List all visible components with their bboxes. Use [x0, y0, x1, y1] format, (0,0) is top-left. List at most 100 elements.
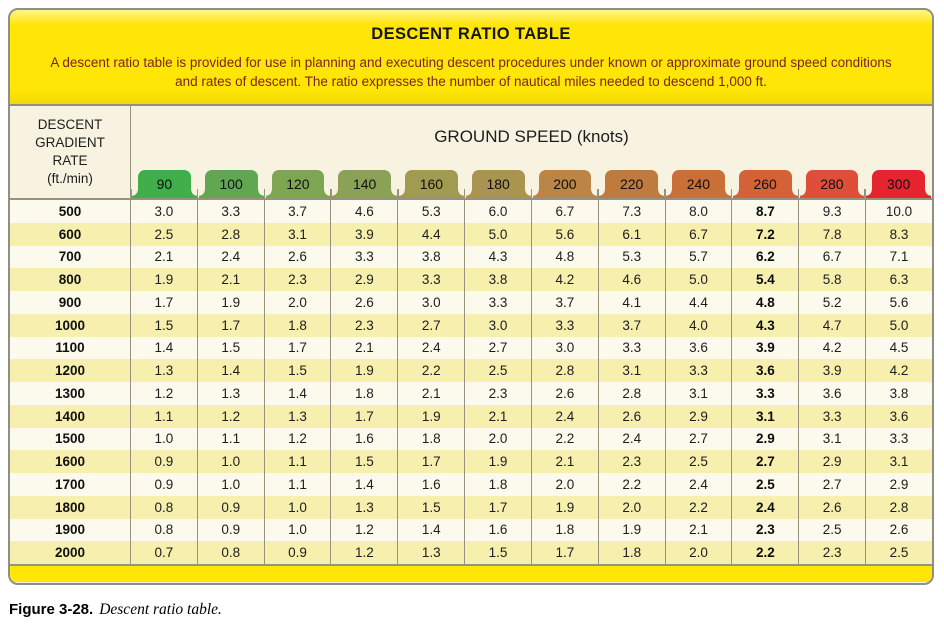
ratio-cell: 1.3: [263, 404, 331, 428]
table-row: 700 2.1 2.4 2.6 3.3 3.8 4.3 4.8 5.3 5.7 6.2 6.7 7.1: [10, 245, 932, 269]
speed-column: 300: [864, 168, 932, 198]
ratio-cell: 2.4: [597, 427, 665, 451]
descent-rate-cell: 1500: [10, 427, 131, 451]
ratio-cell: 1.8: [263, 313, 331, 337]
ratio-cell: 2.8: [865, 495, 932, 519]
ratio-cell: 0.8: [196, 541, 264, 564]
ratio-cell: 2.9: [731, 427, 798, 451]
speed-column: 280: [797, 168, 866, 198]
figure-header-banner: DESCENT RATIO TABLE A descent ratio tabl…: [10, 10, 932, 106]
table-row: 1100 1.4 1.5 1.7 2.1 2.4 2.7 3.0 3.3 3.6 3.9 4.2 4.5: [10, 336, 932, 360]
ratio-cell: 3.6: [798, 382, 865, 405]
ratio-cell: 2.4: [196, 245, 264, 269]
ratio-cell: 1.9: [196, 291, 264, 314]
ratio-cell: 1.7: [263, 336, 331, 360]
ratio-cell: 6.7: [530, 200, 598, 223]
ratio-cell: 2.3: [798, 541, 865, 564]
figure-caption-label: Figure 3-28.: [9, 601, 94, 618]
ratio-cell: 2.3: [597, 450, 665, 473]
descent-rate-cell: 2000: [10, 541, 131, 564]
row-axis-header: DESCENT GRADIENT RATE (ft./min): [10, 106, 131, 198]
ratio-cell: 2.5: [865, 541, 932, 564]
ratio-cell: 1.2: [330, 541, 397, 564]
ratio-cell: 3.9: [798, 359, 865, 382]
speed-tab: 300: [866, 170, 931, 198]
ratio-cell: 2.2: [397, 359, 464, 382]
ratio-cell: 2.7: [731, 450, 798, 473]
ratio-cell: 3.9: [731, 336, 798, 360]
ratio-cell: 3.1: [798, 427, 865, 451]
ratio-cell: 3.9: [330, 222, 397, 246]
ratio-cell: 2.6: [597, 404, 665, 428]
ratio-cell: 3.3: [597, 336, 665, 360]
ratio-cell: 1.1: [196, 427, 264, 451]
speed-tab: 100: [198, 170, 264, 198]
descent-ratio-figure: DESCENT RATIO TABLE A descent ratio tabl…: [8, 8, 934, 585]
ratio-cell: 2.1: [464, 404, 531, 428]
speed-tab: 220: [599, 170, 664, 198]
ratio-cell: 2.2: [664, 495, 732, 519]
speed-tab: 260: [732, 170, 798, 198]
ratio-cell: 2.2: [530, 427, 598, 451]
figure-caption-text: Descent ratio table.: [99, 601, 222, 618]
table-row: 1800 0.8 0.9 1.0 1.3 1.5 1.7 1.9 2.0 2.2 2.4 2.6 2.8: [10, 495, 932, 519]
ratio-cell: 3.1: [597, 359, 665, 382]
ratio-cell: 1.8: [530, 518, 598, 542]
ratio-cell: 1.2: [263, 427, 331, 451]
ratio-cell: 1.2: [330, 518, 397, 542]
ratio-cell: 3.3: [664, 359, 732, 382]
ratio-cell: 5.7: [664, 245, 732, 269]
figure-title: DESCENT RATIO TABLE: [371, 25, 571, 43]
descent-rate-cell: 1300: [10, 382, 131, 405]
ratio-cell: 1.6: [330, 427, 397, 451]
ratio-cell: 4.3: [464, 245, 531, 269]
figure-caption: Figure 3-28. Descent ratio table.: [9, 601, 222, 619]
ratio-cell: 1.2: [154, 385, 174, 401]
ratio-cell: 3.0: [397, 291, 464, 314]
ratio-cell: 0.8: [154, 522, 174, 538]
ratio-cell: 5.0: [464, 222, 531, 246]
ratio-cell: 4.2: [798, 336, 865, 360]
ratio-cell: 3.1: [731, 404, 798, 428]
ratio-cell: 2.7: [464, 336, 531, 360]
ratio-cell: 2.0: [464, 427, 531, 451]
ratio-cell: 1.7: [154, 294, 174, 310]
speed-column: 180: [463, 168, 532, 198]
ratio-cell: 3.0: [154, 203, 174, 219]
speed-tabs-row: 90 100 120 140 160 180 200 220 240 260 280 300: [130, 168, 932, 198]
ratio-cell: 6.1: [597, 222, 665, 246]
table-row: 1500 1.0 1.1 1.2 1.6 1.8 2.0 2.2 2.4 2.7 2.9 3.1 3.3: [10, 427, 932, 451]
ratio-cell: 1.9: [397, 404, 464, 428]
ratio-cell: 5.0: [664, 268, 732, 291]
speed-column: 90: [130, 168, 198, 198]
ratio-cell: 1.2: [196, 404, 264, 428]
speed-tab: 240: [666, 170, 731, 198]
ratio-cell: 3.3: [798, 404, 865, 428]
descent-rate-cell: 1000: [10, 313, 131, 337]
ratio-cell: 0.9: [196, 518, 264, 542]
ratio-cell: 2.5: [798, 518, 865, 542]
ratio-cell: 1.5: [464, 541, 531, 564]
ratio-cell: 0.9: [154, 454, 174, 470]
speed-column: 140: [330, 168, 398, 198]
descent-rate-cell: 800: [10, 268, 131, 291]
ratio-cell: 2.7: [397, 313, 464, 337]
ratio-cell: 1.4: [154, 340, 174, 356]
ratio-cell: 3.3: [464, 291, 531, 314]
ratio-cell: 3.3: [330, 245, 397, 269]
speed-column: 220: [597, 168, 665, 198]
ratio-cell: 4.4: [397, 222, 464, 246]
ratio-cell: 2.1: [664, 518, 732, 542]
ratio-cell: 1.5: [154, 317, 174, 333]
ratio-cell: 2.3: [263, 268, 331, 291]
ratio-cell: 5.0: [865, 313, 932, 337]
ratio-cell: 0.9: [196, 495, 264, 519]
bottom-yellow-strip: [10, 564, 932, 582]
ratio-cell: 2.0: [597, 495, 665, 519]
ratio-cell: 1.1: [154, 408, 174, 424]
ratio-cell: 3.6: [731, 359, 798, 382]
speed-tab: 280: [799, 170, 864, 198]
ratio-cell: 2.4: [731, 495, 798, 519]
descent-rate-cell: 1200: [10, 359, 131, 382]
speed-column: 160: [397, 168, 465, 198]
